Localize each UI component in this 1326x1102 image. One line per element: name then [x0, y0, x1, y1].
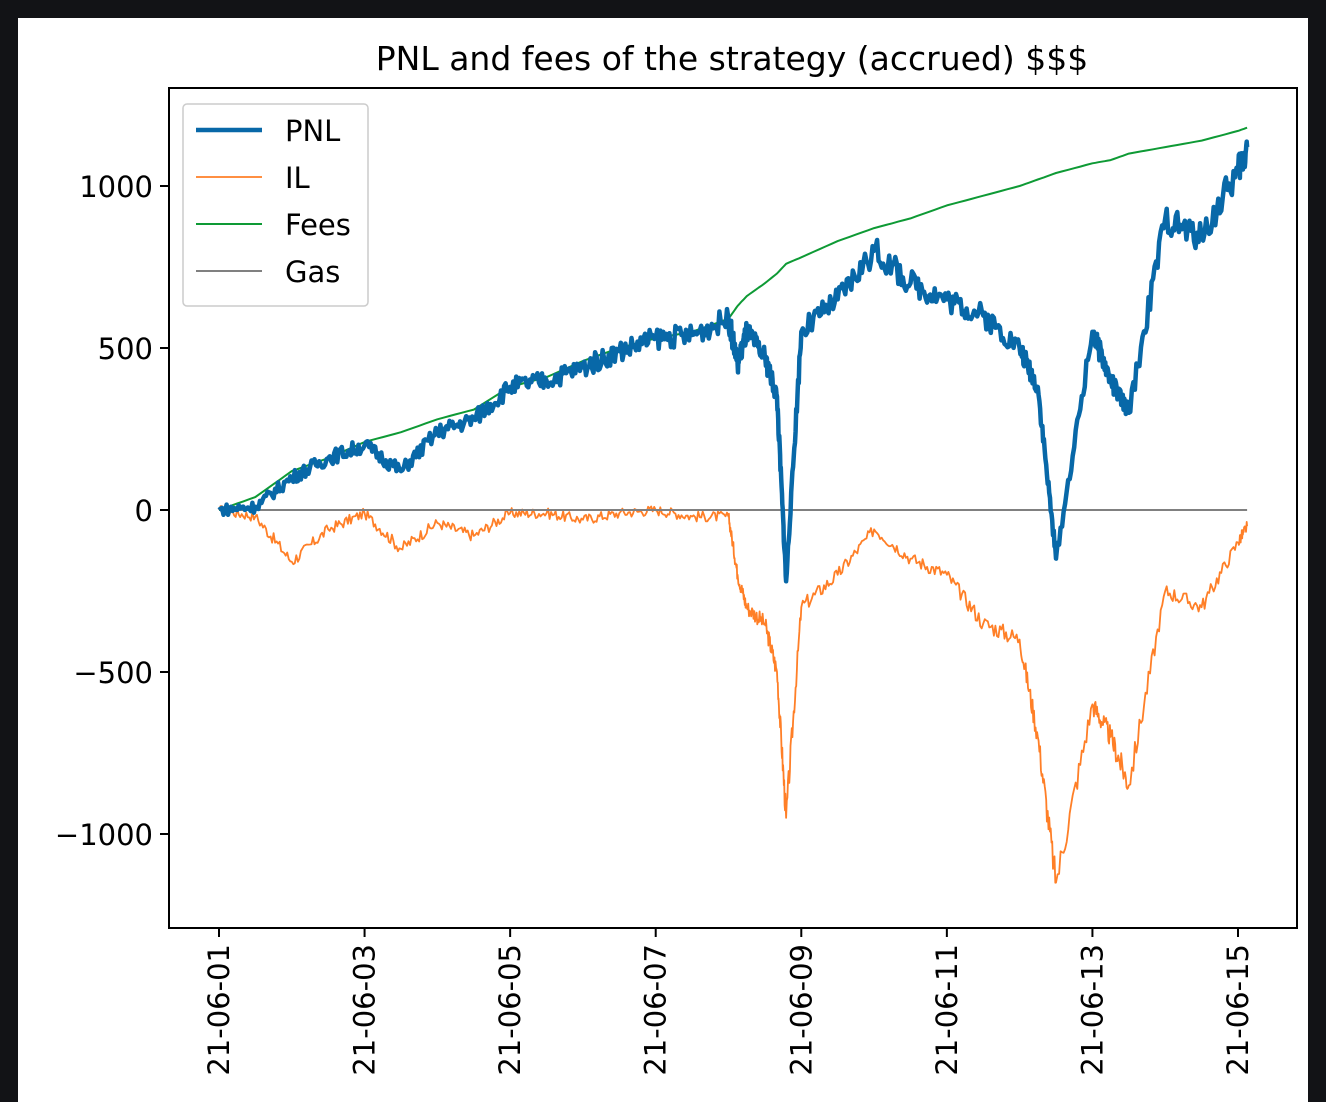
legend-label-fees: Fees — [285, 208, 351, 242]
series-line-fees — [218, 126, 1248, 511]
y-tick-label: −1000 — [55, 818, 153, 852]
x-tick-label: 21-06-13 — [1075, 944, 1109, 1076]
legend-label-il: IL — [285, 161, 310, 195]
x-tick-label: 21-06-09 — [784, 944, 818, 1076]
x-tick-label: 21-06-11 — [930, 944, 964, 1076]
x-tick-label: 21-06-07 — [639, 944, 673, 1076]
series-layer — [217, 126, 1250, 884]
legend-label-gas: Gas — [285, 255, 340, 289]
y-tick-label: 500 — [98, 332, 153, 366]
series-line-pnl — [217, 139, 1250, 584]
x-tick-label: 21-06-01 — [202, 944, 236, 1076]
chart-canvas: PNL and fees of the strategy (accrued) $… — [55, 39, 1298, 1076]
x-tick-label: 21-06-15 — [1221, 944, 1255, 1076]
legend: PNL IL Fees Gas — [182, 103, 369, 307]
chart-figure: PNL and fees of the strategy (accrued) $… — [18, 18, 1308, 1102]
series-line-il — [218, 505, 1248, 884]
x-tick-label: 21-06-05 — [493, 944, 527, 1076]
axis-ticks: 1000 500 0 −500 −1000 21-06-01 21-06-03 21-06-0… — [55, 170, 1255, 1076]
chart-title: PNL and fees of the strategy (accrued) $… — [376, 39, 1088, 78]
axes-frame — [168, 87, 1298, 929]
y-tick-label: 1000 — [79, 170, 153, 204]
y-tick-label: −500 — [73, 656, 153, 690]
legend-box — [182, 103, 369, 307]
y-tick-label: 0 — [135, 494, 153, 528]
legend-label-pnl: PNL — [285, 114, 340, 148]
x-tick-label: 21-06-03 — [348, 944, 382, 1076]
